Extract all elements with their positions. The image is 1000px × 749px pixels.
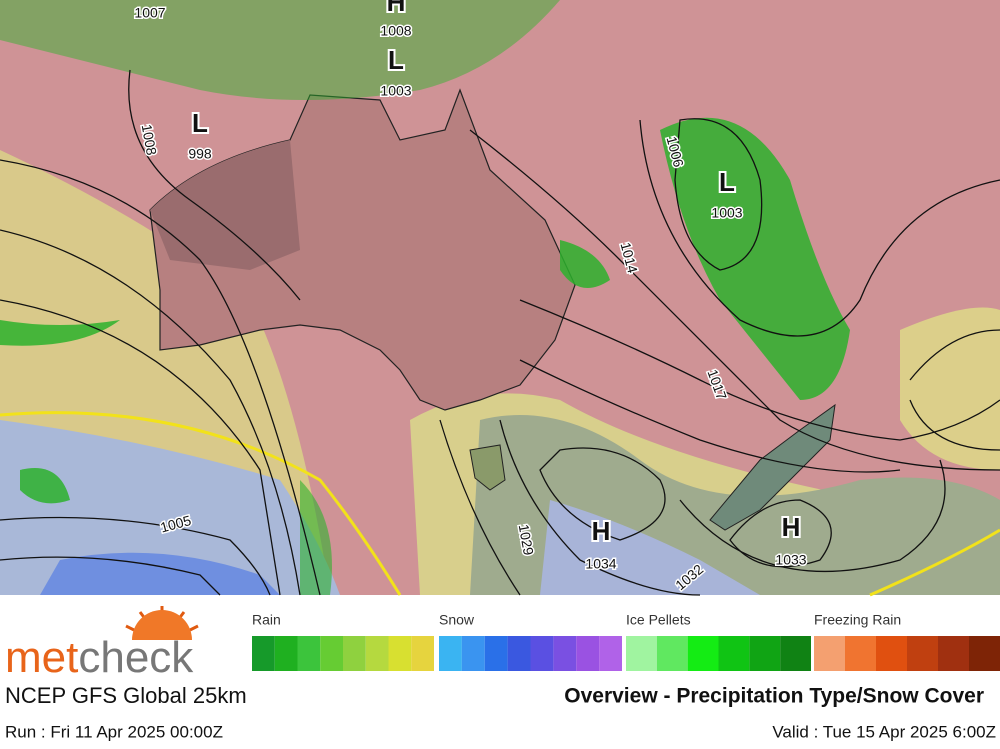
legend-swatch bbox=[718, 636, 750, 671]
center-pressure: 1034 bbox=[585, 556, 616, 572]
legend-label: Rain bbox=[252, 612, 281, 628]
legend: Rain Snow Ice Pellets Freezing Rain bbox=[252, 612, 1000, 671]
center-letter: L bbox=[719, 167, 735, 197]
legend-swatch bbox=[507, 636, 531, 671]
legend-swatch bbox=[780, 636, 811, 671]
legend-swatch bbox=[439, 636, 462, 671]
legend-swatch bbox=[343, 636, 366, 671]
legend-label: Freezing Rain bbox=[814, 612, 901, 628]
legend-swatch bbox=[388, 636, 412, 671]
title: Overview - Precipitation Type/Snow Cover bbox=[564, 685, 984, 708]
legend-swatch bbox=[484, 636, 508, 671]
isobar-label: 1007 bbox=[134, 5, 165, 21]
legend-swatch bbox=[938, 636, 969, 671]
center-letter: L bbox=[192, 108, 208, 138]
logo: metcheck bbox=[5, 606, 199, 682]
center-pressure: 998 bbox=[188, 146, 212, 162]
legend-swatch bbox=[626, 636, 657, 671]
isobar-label: 1008 bbox=[139, 123, 160, 157]
legend-swatch bbox=[530, 636, 554, 671]
legend-swatch bbox=[411, 636, 434, 671]
legend-swatch bbox=[969, 636, 1000, 671]
center-letter: H bbox=[387, 0, 406, 17]
legend-swatch bbox=[274, 636, 298, 671]
legend-swatch bbox=[687, 636, 719, 671]
isobar-label: 1029 bbox=[516, 523, 537, 557]
legend-swatch bbox=[749, 636, 781, 671]
map bbox=[0, 0, 1000, 597]
logo-part: check bbox=[78, 633, 194, 682]
legend-swatch bbox=[907, 636, 938, 671]
legend-label: Ice Pellets bbox=[626, 612, 691, 628]
legend-swatch bbox=[845, 636, 876, 671]
center-letter: H bbox=[782, 512, 801, 542]
legend-swatch bbox=[599, 636, 622, 671]
legend-swatch bbox=[656, 636, 688, 671]
legend-swatch bbox=[553, 636, 577, 671]
legend-swatch bbox=[252, 636, 275, 671]
center-pressure: 1033 bbox=[775, 552, 806, 568]
legend-swatch bbox=[576, 636, 600, 671]
logo-text: metcheck bbox=[5, 633, 194, 682]
legend-swatch bbox=[320, 636, 343, 671]
center-pressure: 1008 bbox=[380, 23, 411, 39]
center-letter: H bbox=[592, 516, 611, 546]
center-pressure: 1003 bbox=[380, 83, 411, 99]
legend-swatch bbox=[297, 636, 321, 671]
legend-swatch bbox=[461, 636, 485, 671]
legend-swatch bbox=[365, 636, 389, 671]
center-letter: L bbox=[388, 45, 404, 75]
model: NCEP GFS Global 25km bbox=[5, 683, 247, 708]
legend-swatch bbox=[814, 636, 845, 671]
logo-part: met bbox=[5, 633, 78, 682]
legend-swatch bbox=[876, 636, 907, 671]
center-pressure: 1003 bbox=[711, 205, 742, 221]
legend-label: Snow bbox=[439, 612, 475, 628]
run: Run : Fri 11 Apr 2025 00:00Z bbox=[5, 722, 223, 741]
valid: Valid : Tue 15 Apr 2025 6:00Z bbox=[772, 722, 996, 741]
